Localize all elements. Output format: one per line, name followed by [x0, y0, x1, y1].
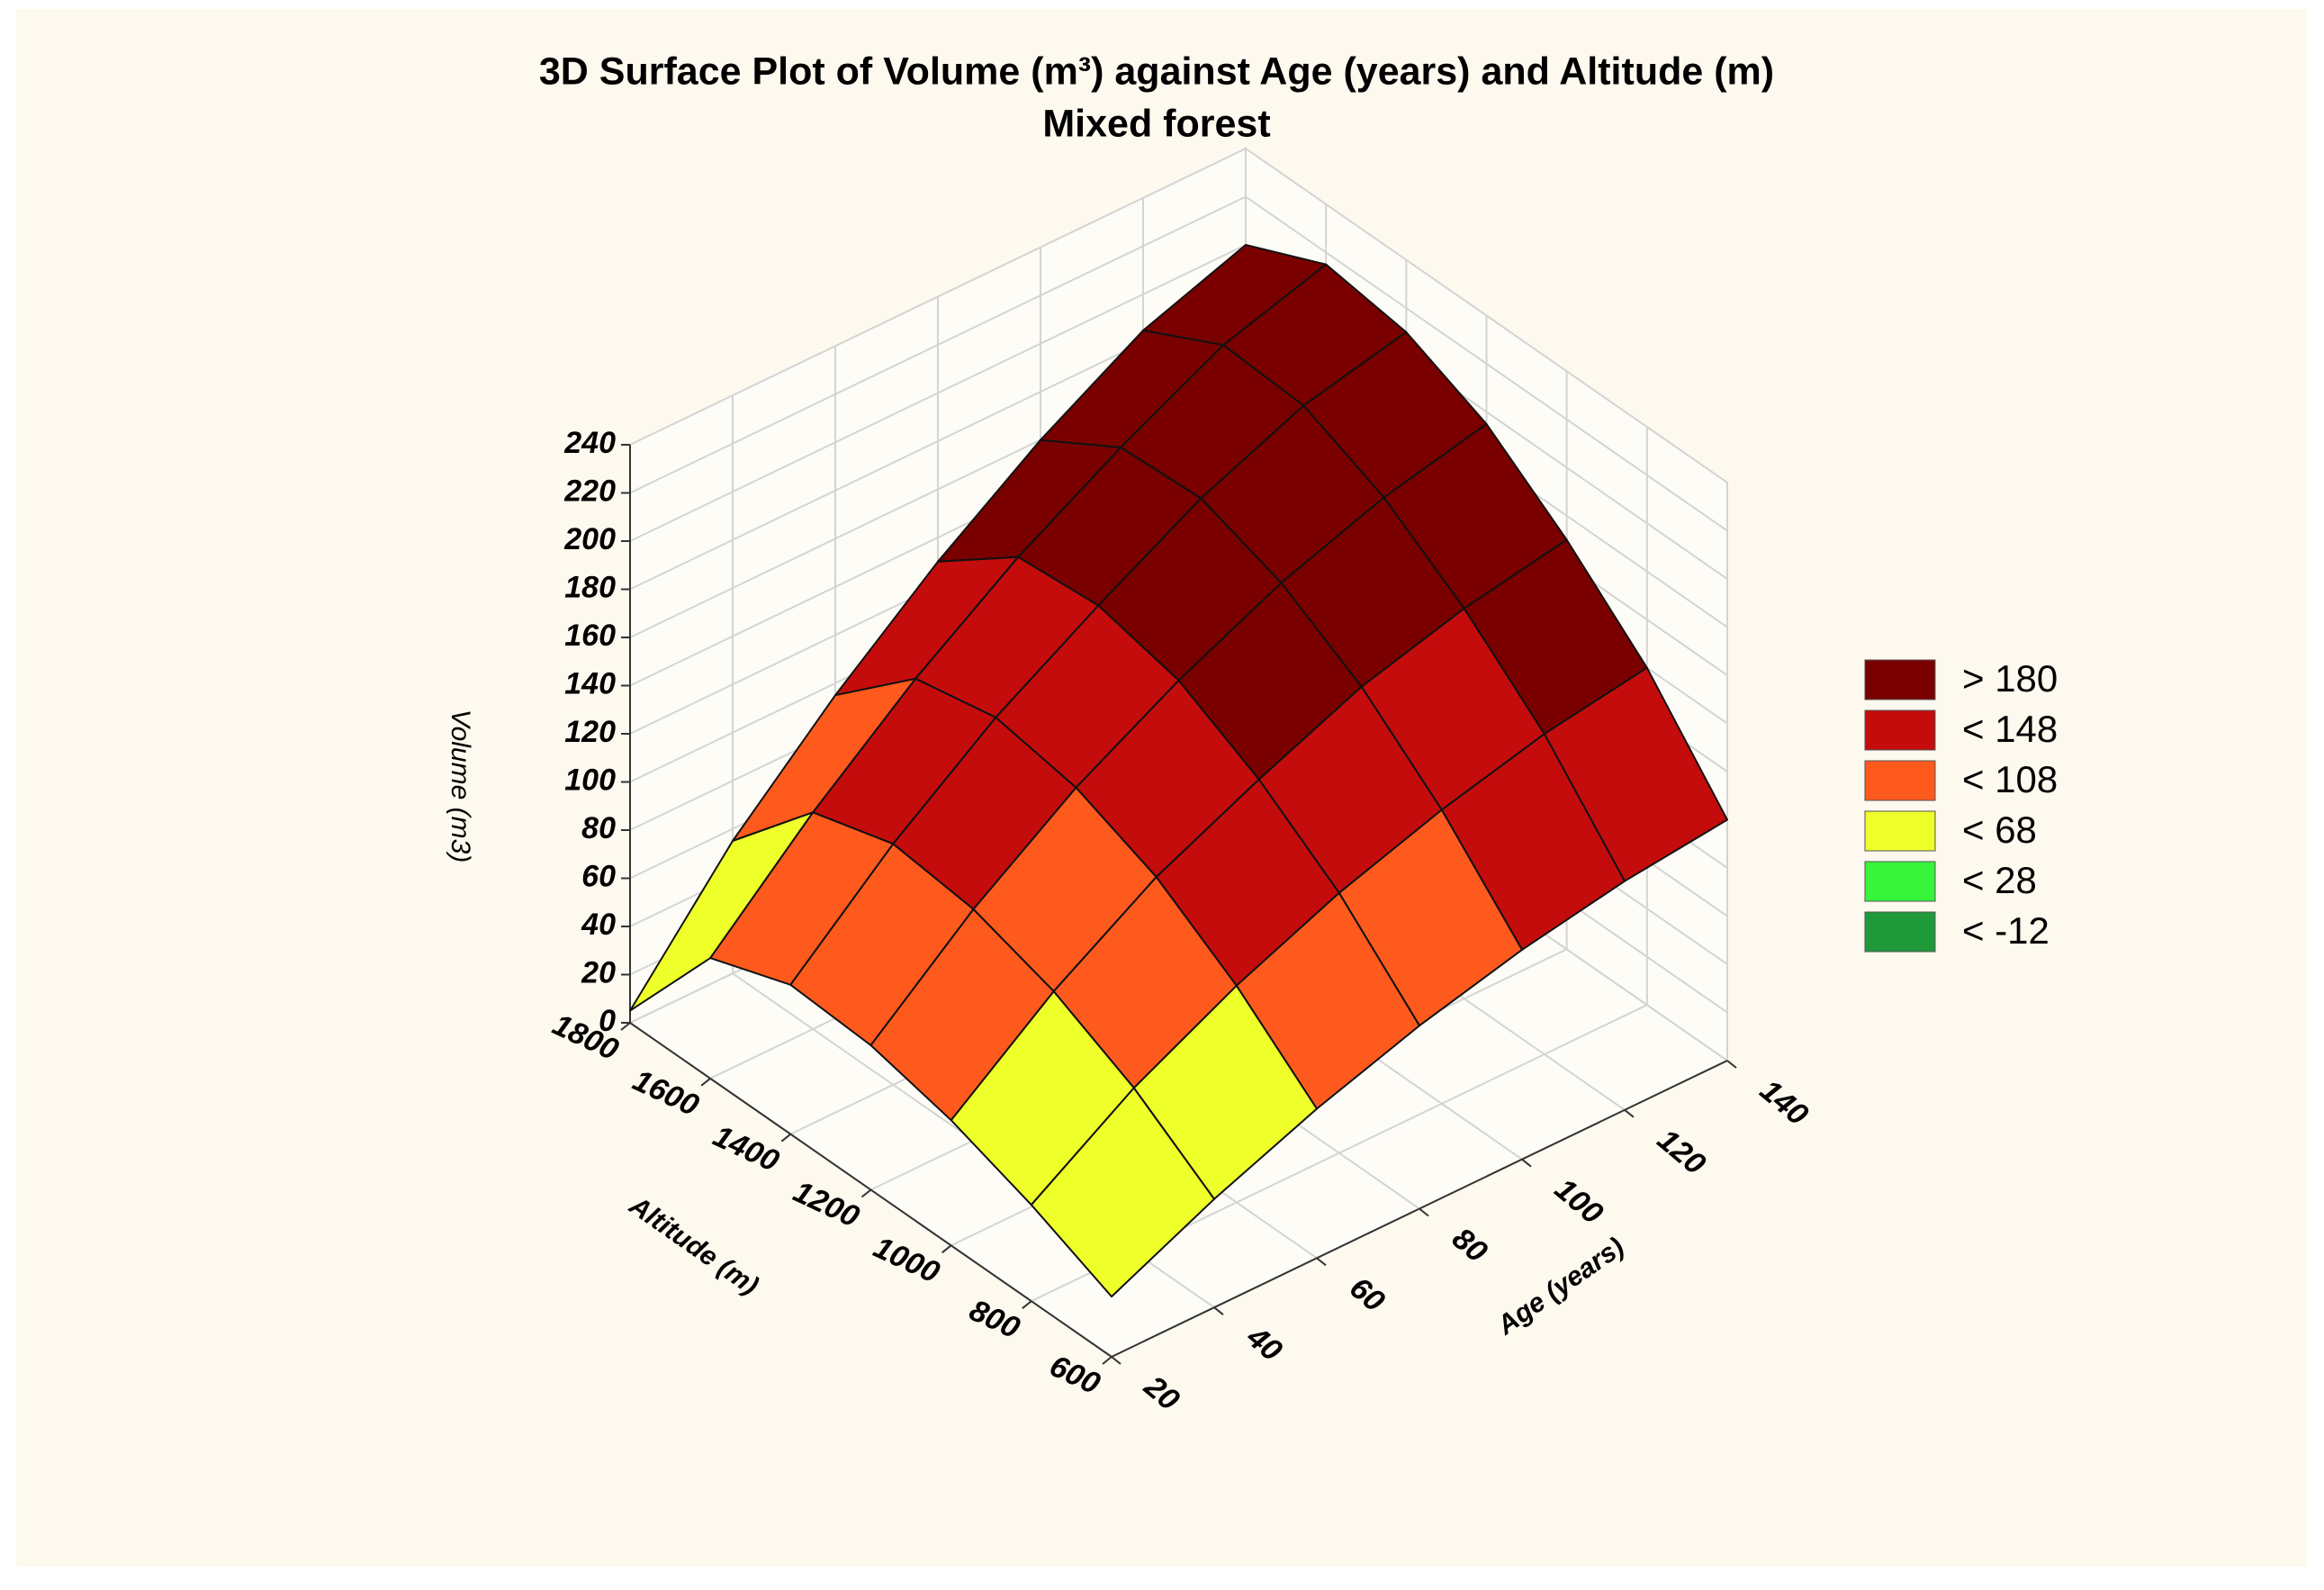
z-tick-label: 60 [581, 859, 616, 893]
z-tick-label: 140 [564, 666, 616, 700]
legend-label: < -12 [1962, 909, 2049, 952]
z-tick-label: 160 [564, 619, 616, 653]
z-tick-label: 200 [563, 522, 616, 556]
y-tick [780, 1133, 791, 1143]
legend-swatch [1864, 911, 1936, 953]
chart-subtitle: Mixed forest [1042, 102, 1270, 145]
x-tick [1419, 1207, 1429, 1217]
y-tick [700, 1078, 711, 1087]
surface-cell [1030, 1087, 1215, 1298]
chart-title: 3D Surface Plot of Volume (m³) against A… [539, 50, 1774, 93]
z-tick-label: 100 [564, 763, 616, 797]
legend-label: < 28 [1962, 859, 2037, 901]
z-tick-label: 220 [563, 474, 616, 508]
legend-label: < 148 [1962, 708, 2058, 750]
legend-swatch [1864, 709, 1936, 751]
legend-swatch [1864, 810, 1936, 852]
y-tick [1022, 1300, 1032, 1309]
z-tick-label: 120 [564, 715, 616, 749]
z-tick-label: 20 [581, 955, 616, 989]
z-tick-label: 240 [563, 426, 616, 460]
y-tick [860, 1188, 872, 1198]
x-tick [1213, 1306, 1224, 1315]
y-tick [941, 1244, 952, 1254]
legend-swatch [1864, 659, 1936, 700]
z-tick-label: 0 [599, 1004, 616, 1038]
x-tick [1726, 1060, 1737, 1069]
z-tick-label: 180 [564, 570, 616, 604]
legend-label: < 68 [1962, 809, 2037, 851]
z-tick-label: 80 [581, 811, 616, 845]
legend-label: < 108 [1962, 758, 2058, 800]
x-tick [1111, 1356, 1121, 1365]
y-tick [1102, 1356, 1112, 1365]
legend-label: > 180 [1962, 657, 2058, 700]
y-tick [620, 1022, 631, 1031]
z-tick-label: 40 [581, 908, 616, 942]
x-tick [1521, 1158, 1532, 1168]
legend-swatch [1864, 861, 1936, 902]
legend-swatch [1864, 760, 1936, 801]
z-axis-title: Volume (m3) [446, 709, 475, 863]
x-tick [1316, 1257, 1327, 1267]
x-tick [1624, 1109, 1635, 1118]
